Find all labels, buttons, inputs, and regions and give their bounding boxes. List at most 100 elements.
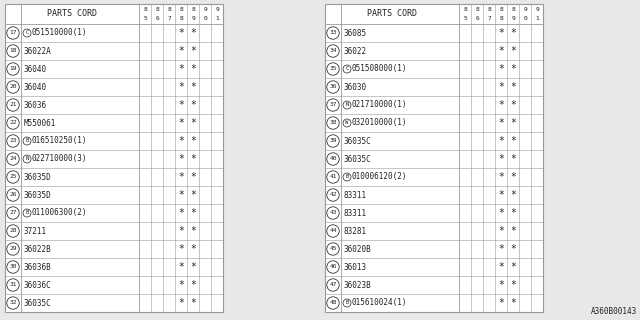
Text: 33: 33 bbox=[329, 30, 337, 36]
Text: *: * bbox=[190, 208, 196, 218]
Bar bbox=[325, 4, 543, 312]
Text: *: * bbox=[190, 64, 196, 74]
Text: 8: 8 bbox=[179, 16, 183, 21]
Text: *: * bbox=[178, 46, 184, 56]
Text: 8: 8 bbox=[191, 7, 195, 12]
Text: 36040: 36040 bbox=[24, 65, 47, 74]
Text: *: * bbox=[190, 28, 196, 38]
Text: *: * bbox=[178, 136, 184, 146]
Text: *: * bbox=[510, 280, 516, 290]
Text: 20: 20 bbox=[9, 84, 17, 90]
Text: *: * bbox=[498, 298, 504, 308]
Text: 36036: 36036 bbox=[24, 100, 47, 109]
Text: *: * bbox=[510, 154, 516, 164]
Text: *: * bbox=[190, 82, 196, 92]
Text: N: N bbox=[26, 156, 29, 162]
Text: 36020B: 36020B bbox=[344, 244, 371, 253]
Text: 9: 9 bbox=[215, 7, 219, 12]
Text: 8: 8 bbox=[487, 7, 491, 12]
Text: *: * bbox=[178, 28, 184, 38]
Text: 36085: 36085 bbox=[344, 28, 367, 37]
Text: *: * bbox=[498, 262, 504, 272]
Text: 83281: 83281 bbox=[344, 227, 367, 236]
Text: 22: 22 bbox=[9, 121, 17, 125]
Text: *: * bbox=[178, 298, 184, 308]
Text: 6: 6 bbox=[475, 16, 479, 21]
Text: *: * bbox=[178, 118, 184, 128]
Text: *: * bbox=[510, 298, 516, 308]
Text: 9: 9 bbox=[203, 7, 207, 12]
Text: PARTS CORD: PARTS CORD bbox=[47, 10, 97, 19]
Text: 8: 8 bbox=[511, 7, 515, 12]
Text: *: * bbox=[178, 64, 184, 74]
Text: 8: 8 bbox=[499, 7, 503, 12]
Text: *: * bbox=[190, 46, 196, 56]
Text: 30: 30 bbox=[9, 265, 17, 269]
Text: 23: 23 bbox=[9, 139, 17, 143]
Text: *: * bbox=[190, 280, 196, 290]
Text: 48: 48 bbox=[329, 300, 337, 306]
Text: 24: 24 bbox=[9, 156, 17, 162]
Text: 83311: 83311 bbox=[344, 190, 367, 199]
Text: *: * bbox=[190, 136, 196, 146]
Text: 7: 7 bbox=[167, 16, 171, 21]
Text: 27: 27 bbox=[9, 211, 17, 215]
Text: 010006120(2): 010006120(2) bbox=[351, 172, 407, 181]
Text: *: * bbox=[190, 298, 196, 308]
Text: 051508000(1): 051508000(1) bbox=[351, 65, 407, 74]
Text: *: * bbox=[178, 262, 184, 272]
Text: *: * bbox=[190, 190, 196, 200]
Text: 17: 17 bbox=[9, 30, 17, 36]
Text: 36036C: 36036C bbox=[24, 281, 51, 290]
Text: 6: 6 bbox=[155, 16, 159, 21]
Text: B: B bbox=[26, 211, 29, 215]
Text: *: * bbox=[510, 208, 516, 218]
Text: A360B00143: A360B00143 bbox=[591, 307, 637, 316]
Text: 36035D: 36035D bbox=[24, 190, 51, 199]
Text: 45: 45 bbox=[329, 246, 337, 252]
Text: 8: 8 bbox=[499, 16, 503, 21]
Text: 8: 8 bbox=[155, 7, 159, 12]
Text: 29: 29 bbox=[9, 246, 17, 252]
Text: 0: 0 bbox=[523, 16, 527, 21]
Text: *: * bbox=[498, 208, 504, 218]
Text: 7: 7 bbox=[487, 16, 491, 21]
Text: 36035C: 36035C bbox=[24, 299, 51, 308]
Text: N: N bbox=[346, 102, 349, 108]
Text: *: * bbox=[498, 82, 504, 92]
Text: *: * bbox=[178, 190, 184, 200]
Text: 1: 1 bbox=[535, 16, 539, 21]
Text: 5: 5 bbox=[463, 16, 467, 21]
Text: 37211: 37211 bbox=[24, 227, 47, 236]
Text: *: * bbox=[510, 244, 516, 254]
Text: 42: 42 bbox=[329, 193, 337, 197]
Text: 26: 26 bbox=[9, 193, 17, 197]
Text: C: C bbox=[346, 67, 349, 71]
Text: 18: 18 bbox=[9, 49, 17, 53]
Text: 015610024(1): 015610024(1) bbox=[351, 299, 407, 308]
Text: *: * bbox=[178, 226, 184, 236]
Text: *: * bbox=[510, 118, 516, 128]
Text: 8: 8 bbox=[463, 7, 467, 12]
Text: *: * bbox=[178, 280, 184, 290]
Text: *: * bbox=[510, 190, 516, 200]
Text: 5: 5 bbox=[143, 16, 147, 21]
Text: *: * bbox=[498, 172, 504, 182]
Text: 022710000(3): 022710000(3) bbox=[31, 155, 87, 164]
Text: 016510250(1): 016510250(1) bbox=[31, 137, 87, 146]
Text: *: * bbox=[498, 136, 504, 146]
Text: 36022: 36022 bbox=[344, 46, 367, 55]
Text: *: * bbox=[510, 28, 516, 38]
Text: *: * bbox=[190, 154, 196, 164]
Text: 31: 31 bbox=[9, 283, 17, 287]
Text: B: B bbox=[26, 139, 29, 143]
Text: 36035D: 36035D bbox=[24, 172, 51, 181]
Text: C: C bbox=[26, 30, 29, 36]
Text: 37: 37 bbox=[329, 102, 337, 108]
Text: 40: 40 bbox=[329, 156, 337, 162]
Text: 021710000(1): 021710000(1) bbox=[351, 100, 407, 109]
Text: 051510000(1): 051510000(1) bbox=[31, 28, 87, 37]
Text: 36022B: 36022B bbox=[24, 244, 51, 253]
Text: *: * bbox=[178, 244, 184, 254]
Text: 43: 43 bbox=[329, 211, 337, 215]
